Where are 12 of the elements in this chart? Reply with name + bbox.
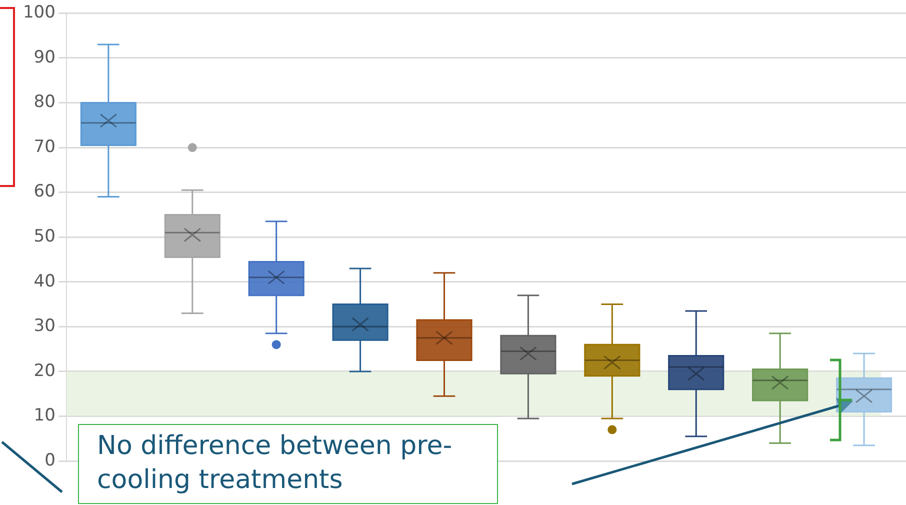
y-tick-label: 10 [34, 406, 56, 426]
y-tick-label: 30 [34, 316, 56, 336]
y-tick-label: 50 [34, 226, 56, 247]
y-tick-label: 20 [34, 360, 56, 381]
y-tick-label: 70 [34, 136, 56, 157]
y-tick-label: 100 [22, 2, 56, 23]
y-tick-label: 60 [34, 182, 56, 202]
callout-box: No difference between pre-cooling treatments [78, 424, 498, 504]
y-tick-label: 90 [34, 47, 56, 68]
y-tick-label: 0 [44, 450, 56, 470]
y-tick-label: 40 [34, 271, 56, 292]
y-tick-label: 80 [34, 92, 56, 112]
